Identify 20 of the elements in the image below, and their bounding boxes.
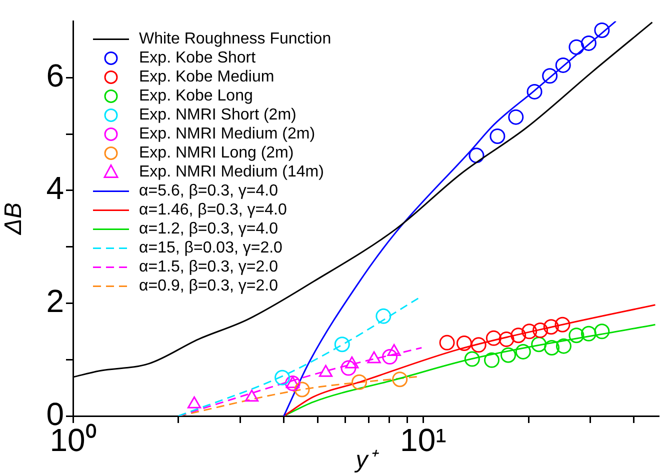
legend-label: Exp. Kobe Long [139, 88, 253, 105]
x-tick-label: 10¹ [400, 422, 446, 458]
y-tick-label: 6 [46, 57, 64, 94]
legend-label: α=0.9, β=0.3, γ=2.0 [139, 278, 278, 295]
y-axis-title: ΔB [0, 202, 28, 236]
legend-label: Exp. NMRI Medium (14m) [139, 164, 324, 181]
x-axis-title: y⁺ [354, 446, 379, 474]
legend-label: α=1.2, β=0.3, γ=4.0 [139, 220, 278, 238]
legend-label: Exp. NMRI Short (2m) [139, 106, 296, 124]
legend-label: White Roughness Function [139, 30, 332, 48]
y-tick-label: 2 [46, 283, 64, 320]
y-tick-label: 4 [46, 170, 64, 206]
legend-label: Exp. NMRI Medium (2m) [139, 126, 316, 143]
legend-label: Exp. Kobe Short [139, 50, 256, 67]
legend-label: Exp. NMRI Long (2m) [139, 144, 294, 162]
legend-label: α=1.5, β=0.3, γ=2.0 [139, 258, 278, 276]
legend-label: Exp. Kobe Medium [139, 68, 274, 86]
legend-label: α=15, β=0.03, γ=2.0 [139, 240, 283, 257]
legend-label: α=5.6, β=0.3, γ=4.0 [139, 182, 278, 200]
legend-label: α=1.46, β=0.3, γ=4.0 [139, 202, 287, 219]
